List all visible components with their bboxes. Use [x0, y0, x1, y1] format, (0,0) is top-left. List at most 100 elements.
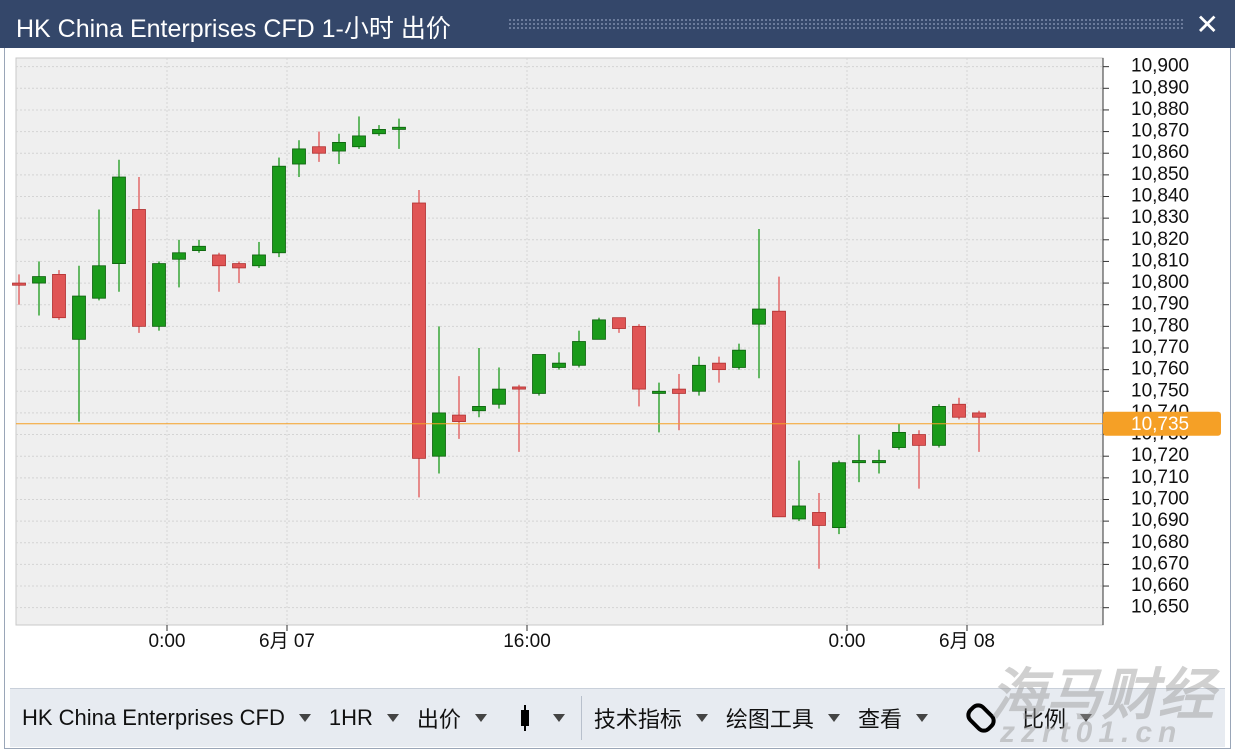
candle-body [472, 406, 486, 412]
candle-body [952, 403, 966, 418]
candle-body [132, 209, 146, 327]
last-price-label: 10,735 [1131, 414, 1189, 435]
y-tick-label: 10,700 [1131, 488, 1189, 509]
candle-body [972, 412, 986, 418]
toolbar-label: 1HR [328, 705, 373, 730]
candle-body [552, 362, 566, 368]
toolbar-label: 绘图工具 [725, 707, 814, 732]
candle-body [312, 146, 326, 154]
y-tick-label: 10,820 [1131, 229, 1189, 250]
candle-body [432, 412, 446, 457]
y-tick-label: 10,840 [1131, 186, 1189, 207]
toolbar-label: 技术指标 [593, 707, 682, 732]
y-tick-label: 10,690 [1131, 510, 1189, 531]
view-menu[interactable]: 查看 [858, 702, 934, 734]
y-tick-label: 10,680 [1131, 532, 1189, 553]
y-tick-label: 10,880 [1131, 99, 1189, 120]
x-tick-label: 6月 08 [939, 631, 995, 652]
toolbar: HK China Enterprises CFD 1HR 出价 技术指标 绘图工… [10, 688, 1225, 747]
y-tick-label: 10,710 [1131, 467, 1189, 488]
candle-body [852, 460, 866, 464]
candle-body [292, 148, 306, 165]
candle-body [152, 263, 166, 327]
candle-body [572, 341, 586, 366]
y-tick-label: 10,790 [1131, 294, 1189, 315]
last-price-box [1103, 411, 1221, 436]
candle-body [172, 252, 186, 260]
candle-body [872, 460, 886, 464]
candle-body [912, 434, 926, 446]
candle-body [372, 129, 386, 135]
chart-frame: 10,900 10,890 10,880 10,870 10,860 10,850 10,8… [4, 48, 1231, 749]
close-button[interactable]: ✕ [1195, 9, 1219, 40]
y-tick-label: 10,720 [1131, 445, 1189, 466]
scale-menu[interactable]: 比例 [1022, 702, 1098, 734]
candle-body [212, 254, 226, 267]
chart: 10,90010,89010,88010,87010,86010,85010,8… [12, 56, 1221, 652]
candle-body [712, 362, 726, 371]
y-tick-label: 10,670 [1131, 553, 1189, 574]
symbol-select[interactable]: HK China Enterprises CFD [22, 705, 317, 731]
title-grip [508, 18, 1185, 30]
candle-body [232, 263, 246, 269]
candle-body [252, 254, 266, 267]
candle-body [812, 512, 826, 526]
plot-background [15, 57, 1104, 626]
y-tick-label: 10,780 [1131, 315, 1189, 336]
price-select[interactable]: 出价 [417, 702, 493, 734]
candle-body [752, 308, 766, 325]
candle-body [512, 386, 526, 390]
indicators-menu[interactable]: 技术指标 [594, 702, 714, 734]
candle-body [732, 349, 746, 368]
y-tick-label: 10,750 [1131, 380, 1189, 401]
link-button[interactable] [946, 699, 1000, 737]
y-tick-label: 10,850 [1131, 164, 1189, 185]
y-tick-label: 10,800 [1131, 272, 1189, 293]
candle-body [112, 176, 126, 264]
candle-body [692, 364, 706, 392]
candle-body [832, 462, 846, 529]
y-tick-label: 10,900 [1131, 56, 1189, 77]
y-tick-label: 10,660 [1131, 575, 1189, 596]
chart-type-select[interactable] [505, 705, 571, 731]
candle-body [392, 126, 406, 130]
toolbar-label: 查看 [857, 707, 902, 732]
watermark: 海马财经 [990, 663, 1214, 726]
y-tick-label: 10,760 [1131, 359, 1189, 380]
y-tick-label: 10,650 [1131, 597, 1189, 618]
x-tick-label: 6月 07 [259, 631, 315, 652]
candle-body [272, 165, 286, 254]
candle-body [652, 390, 666, 394]
y-tick-label: 10,770 [1131, 337, 1189, 358]
y-tick-label: 10,810 [1131, 250, 1189, 271]
candle-body [192, 245, 206, 252]
candle-body [492, 388, 506, 405]
candle-body [452, 414, 466, 422]
y-tick-label: 10,860 [1131, 142, 1189, 163]
candle-body [412, 202, 426, 459]
period-select[interactable]: 1HR [329, 705, 405, 731]
drawing-menu[interactable]: 绘图工具 [726, 702, 846, 734]
candle-body [92, 265, 106, 299]
toolbar-label: HK China Enterprises CFD [22, 705, 285, 730]
candle-body [672, 388, 686, 394]
candle-body [332, 142, 346, 152]
toolbar-label: 比例 [1021, 707, 1066, 732]
candle-body [892, 431, 906, 448]
candle-body [632, 325, 646, 390]
y-tick-label: 10,830 [1131, 207, 1189, 228]
candle-body [52, 274, 66, 319]
x-tick-label: 0:00 [149, 631, 186, 652]
candle-body [12, 282, 26, 286]
watermark: zzrt01.cn [1000, 716, 1183, 749]
candle-body [352, 135, 366, 148]
title-bar: HK China Enterprises CFD 1-小时 出价 ✕ [0, 0, 1235, 48]
candle-body [772, 310, 786, 518]
y-tick-label: 10,890 [1131, 77, 1189, 98]
candle-body [72, 295, 86, 340]
candle-body [932, 406, 946, 446]
candle-body [612, 317, 626, 329]
candle-body [792, 505, 806, 520]
